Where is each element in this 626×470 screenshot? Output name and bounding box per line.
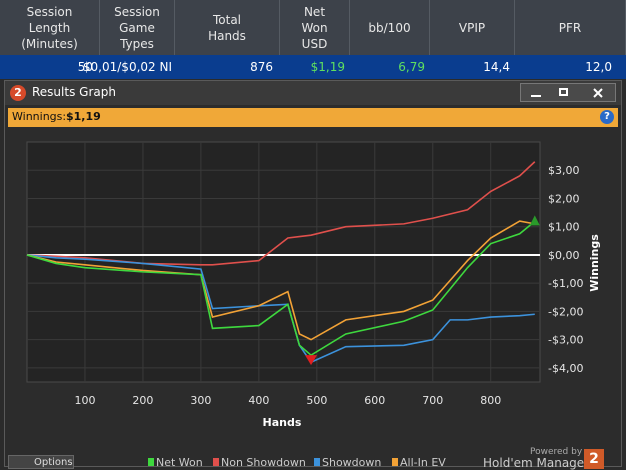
app-icon: 2 [10,85,26,101]
y-axis-title: Winnings [588,234,601,292]
table-row[interactable]: 50 $0,01/$0,02 NI 876 $1,19 6,79 14,4 12,0 [0,55,626,79]
brand: Hold'em Manager [483,456,590,470]
row-cell: $1,19 [310,60,345,74]
header-text: Won [301,20,328,35]
low-marker [305,355,318,366]
legend-swatch [314,458,320,466]
brand-logo: 2 [584,449,604,469]
powered-by: Powered by [530,447,583,457]
row-cell: 50 [77,60,93,74]
end-marker [529,215,540,226]
window-controls [520,83,616,102]
summary-value: $1,19 [66,110,101,123]
x-tick-label: 700 [422,394,443,407]
help-button[interactable]: ? [600,110,614,124]
header-cell[interactable]: Session Length (Minutes) [0,0,100,55]
x-axis-title: Hands [263,416,302,429]
summary-label: Winnings: [12,110,67,123]
x-tick-label: 500 [306,394,327,407]
y-tick-label: $3,00 [548,164,580,177]
header-cell[interactable]: PFR [515,0,626,55]
legend-swatch [148,458,154,466]
maximize-button[interactable] [559,88,568,96]
header-text: PFR [558,20,582,35]
legend-label: Non Showdown [221,456,306,467]
header-text: VPIP [458,20,486,35]
minimize-button[interactable] [531,95,541,97]
x-tick-label: 600 [364,394,385,407]
header-cell[interactable]: Total Hands [175,0,280,55]
header-cell[interactable]: bb/100 [350,0,430,55]
table-header: Session Length (Minutes) Session Game Types To… [0,0,626,55]
x-tick-label: 300 [190,394,211,407]
row-cell: 14,4 [483,60,510,74]
header-text: Game [119,20,155,35]
window-title: Results Graph [32,85,116,99]
row-cell: 6,79 [398,60,425,74]
y-tick-label: $2,00 [548,192,580,205]
y-tick-label: -$1,00 [548,277,583,290]
x-tick-label: 800 [480,394,501,407]
options-label: Options [34,457,73,468]
row-cell: 876 [250,60,273,74]
header-text: Length [28,20,71,35]
legend-label: Net Won [156,456,203,467]
header-text: Session [26,4,73,19]
header-text: Net [303,4,326,19]
x-tick-label: 100 [74,394,95,407]
series-line [26,220,535,341]
title-bar: 2 Results Graph [5,81,621,105]
legend-swatch [213,458,219,466]
header-cell[interactable]: VPIP [430,0,515,55]
y-tick-label: -$2,00 [548,305,583,318]
x-tick-label: 400 [248,394,269,407]
header-text: Types [120,36,154,51]
y-tick-label: -$3,00 [548,334,583,347]
y-tick-label: -$4,00 [548,362,583,375]
legend-swatch [392,458,398,466]
y-tick-label: $1,00 [548,221,580,234]
header-text: Session [114,4,160,19]
header-text: Hands [208,28,246,43]
header-cell[interactable]: Net Won USD [280,0,350,55]
header-text: Total [212,12,242,27]
header-text: USD [301,36,328,51]
series-line [26,220,536,357]
options-button[interactable]: Options [8,455,74,469]
row-cell: 12,0 [585,60,612,74]
close-button[interactable] [593,88,603,98]
header-text: (Minutes) [21,36,78,51]
summary-bar: Winnings: $1,19 ? [8,108,618,127]
x-tick-label: 200 [132,394,153,407]
legend-label: All-In EV [400,456,446,467]
legend-label: Showdown [322,456,381,467]
header-cell[interactable]: Session Game Types [100,0,175,55]
header-text: bb/100 [368,20,411,35]
row-cell: $0,01/$0,02 NI [82,60,172,74]
chart: $3,00 $2,00 $1,00 $0,00 -$1,00 -$2,00 -$3,00 -$… [26,141,601,467]
series-line [26,254,535,364]
y-tick-label: $0,00 [548,249,580,262]
plot-area [26,141,541,383]
